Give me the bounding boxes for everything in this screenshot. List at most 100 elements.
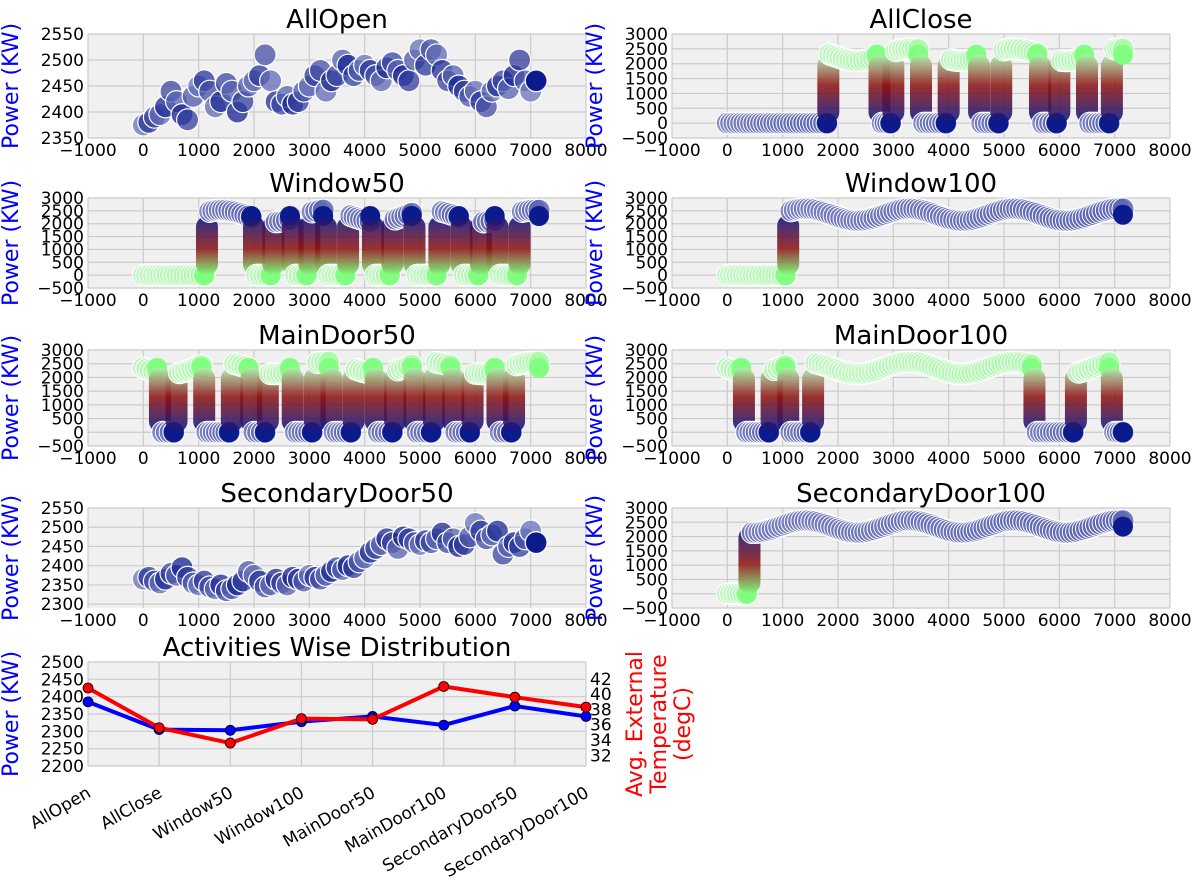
- x-tick-label: 0: [138, 611, 149, 631]
- transition-bar: [442, 367, 465, 433]
- x-tick-label: 1000: [761, 141, 804, 161]
- power-point: [224, 724, 236, 736]
- transition-bar: [910, 54, 932, 124]
- power-point: [438, 719, 450, 731]
- y-tick-label: 1500: [41, 382, 84, 402]
- data-point: [1112, 204, 1133, 225]
- temperature-point: [509, 691, 521, 703]
- x-tick-label: 5000: [982, 141, 1025, 161]
- panel-title: Window100: [845, 169, 997, 199]
- scatter-points: [131, 350, 551, 444]
- y-tick-label: 2350: [41, 705, 84, 725]
- x-tick-label: 0: [722, 611, 733, 631]
- x-tick-label: 2000: [232, 449, 275, 469]
- x-tick-label: 2000: [816, 611, 859, 631]
- y2-tick-label: 42: [590, 670, 612, 690]
- x-tick-label: 5000: [982, 291, 1025, 311]
- y-tick-label: 500: [636, 253, 668, 273]
- panel-title: AllOpen: [286, 5, 388, 35]
- panel-title: SecondaryDoor50: [220, 479, 453, 509]
- data-point: [253, 43, 277, 67]
- y-tick-label: 1000: [625, 556, 668, 576]
- transition-bar: [422, 367, 445, 433]
- x-tick-label: 7000: [1093, 141, 1136, 161]
- y-axis-label: Power (KW): [583, 335, 608, 461]
- y-tick-label: 2500: [41, 202, 84, 222]
- x-tick-label: 3000: [288, 141, 331, 161]
- x-tick-label: 8000: [564, 449, 607, 469]
- temperature-point: [438, 681, 450, 692]
- y-tick-label: 3000: [41, 341, 84, 361]
- y-tick-label: 2200: [41, 757, 84, 777]
- x-tick-label: 8000: [1148, 611, 1191, 631]
- y-tick-label: 2300: [41, 595, 84, 615]
- x-tick-label: 8000: [564, 291, 607, 311]
- y-tick-label: −500: [37, 279, 84, 299]
- transition-bar: [361, 216, 384, 276]
- transition-bar: [882, 54, 905, 124]
- y-tick-label: 0: [657, 114, 668, 134]
- x-tick-label: 8000: [1148, 141, 1191, 161]
- x-tick-label: 0: [138, 141, 149, 161]
- x-tick-label: 2000: [232, 141, 275, 161]
- x-tick-label: −1000: [59, 291, 117, 311]
- transition-bar: [1100, 367, 1123, 433]
- y-tick-label: 0: [73, 266, 84, 286]
- power-point: [580, 711, 592, 722]
- y-tick-label: 1500: [625, 382, 668, 402]
- y-axis-label: Power (KW): [583, 23, 608, 149]
- transition-bar: [320, 367, 343, 433]
- y-tick-label: 2500: [41, 518, 84, 538]
- x-tick-label: 7000: [509, 291, 552, 311]
- subplot-AllClose: AllClose Power (KW) −1000 0 1000 2000 3000 4000…: [583, 5, 1192, 161]
- x-tick-label: 7000: [509, 141, 552, 161]
- y-axis-label: Power (KW): [0, 335, 24, 461]
- transition-bar: [381, 216, 404, 276]
- y-tick-label: 2000: [41, 215, 84, 235]
- x-tick-label: 5000: [398, 611, 441, 631]
- transition-bar: [1023, 367, 1046, 433]
- transition-bar: [937, 54, 960, 124]
- x-tick-label: 3000: [872, 141, 915, 161]
- x-tick-label: 3000: [288, 291, 331, 311]
- transition-bar: [486, 367, 509, 433]
- y-tick-label: 3000: [625, 499, 668, 519]
- y2-axis-label-text: Avg. ExternalTemperature(degC): [623, 651, 696, 797]
- x-tick-label: 4000: [343, 141, 386, 161]
- subplot-Window50: Window50 Power (KW) −1000 0 1000 2000 3000 4000…: [0, 169, 608, 311]
- transition-bar: [384, 367, 407, 433]
- x-tick-label: 0: [722, 291, 733, 311]
- y-tick-label: 500: [52, 410, 84, 430]
- x-tick-label: 8000: [564, 141, 607, 161]
- x-tick-label: 7000: [1093, 449, 1136, 469]
- y-tick-label: 2400: [41, 557, 84, 577]
- transition-bar: [403, 367, 426, 433]
- data-point: [526, 532, 547, 553]
- scatter-points: [715, 197, 1135, 287]
- y2-tick-label: 40: [590, 685, 612, 705]
- subplot-SecondaryDoor50: SecondaryDoor50 Power (KW) −1000 0 1000 2000 3…: [0, 479, 608, 631]
- x-tick-label: 1000: [761, 449, 804, 469]
- y-axis-label: Power (KW): [0, 180, 24, 306]
- y2-tick-label: 36: [590, 716, 612, 736]
- y-tick-label: 1500: [625, 542, 668, 562]
- x-tick-label: 7000: [1093, 291, 1136, 311]
- transition-bar: [243, 216, 265, 276]
- y-tick-label: 2000: [625, 215, 668, 235]
- scatter-points: [131, 511, 548, 603]
- x-tick-label: 7000: [509, 611, 552, 631]
- x-tick-label: 0: [138, 291, 149, 311]
- y-tick-label: 2550: [41, 499, 84, 519]
- y-tick-label: 1000: [625, 396, 668, 416]
- transition-bar: [403, 216, 426, 276]
- temperature-point: [296, 713, 307, 724]
- x-tick-label: 2000: [816, 291, 859, 311]
- temperature-point: [82, 682, 94, 694]
- x-tick-label: 6000: [454, 141, 497, 161]
- subplot-AllOpen: AllOpen Power (KW) −1000 0 1000 2000 3000 4000 5…: [0, 5, 608, 161]
- x-tick-label: 3000: [872, 449, 915, 469]
- x-tick-label: 0: [722, 449, 733, 469]
- transition-bar: [1028, 54, 1051, 124]
- data-point: [259, 69, 283, 93]
- panel-title: Window50: [269, 169, 405, 199]
